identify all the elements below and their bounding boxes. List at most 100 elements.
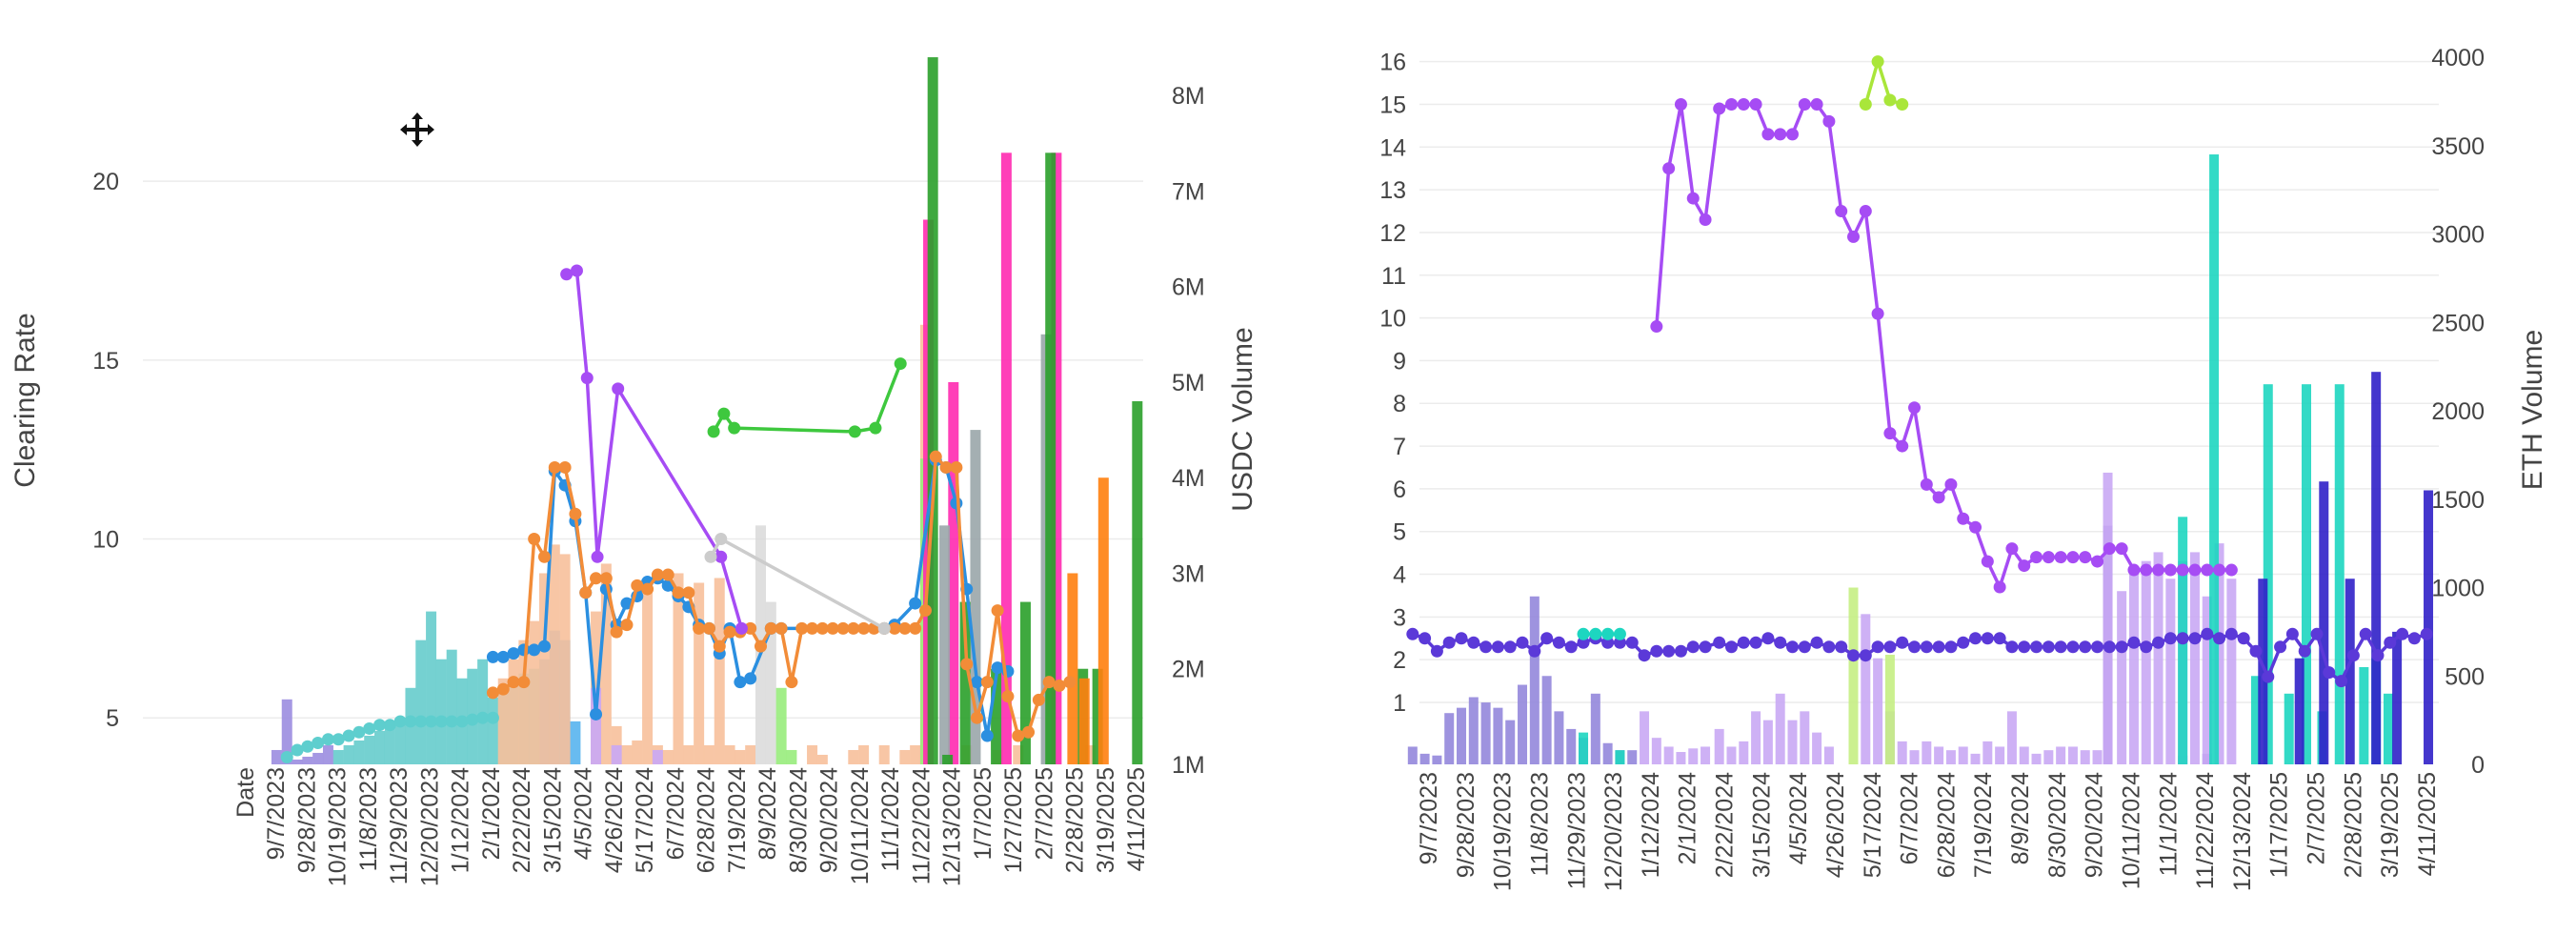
point-orange-line [744,621,757,635]
point-blue-line [980,729,994,742]
x-tick-label: 3/19/2025 [1093,767,1119,873]
bar-lavender [1812,732,1822,764]
point-purple-line [612,382,625,396]
point-violet-line [1883,427,1897,440]
point-indigo-line [2152,636,2165,649]
bar-turquoise [2250,676,2261,764]
point-indigo-line [2079,640,2092,654]
point-indigo-line [1810,636,1823,649]
bar-lavender [2226,579,2237,764]
point-blue-line [537,640,551,653]
point-indigo-line [2224,627,2238,640]
point-indigo-line [2054,640,2067,654]
x-tick-label: 10/11/2024 [847,767,874,884]
point-indigo-line [2285,627,2299,640]
bar-lavender [1995,746,2005,764]
x-tick-label: 10/19/2023 [325,767,352,886]
bar-lavender [591,687,602,764]
point-purple-line [591,550,604,563]
y-left-tick-label: 3 [1393,604,1406,631]
bar-slate-purple [1541,676,1552,764]
point-violet-line [2152,563,2165,577]
point-orange-line [950,460,963,474]
x-tick-label: 4/5/2024 [571,767,597,860]
point-indigo-line [2066,640,2080,654]
x-tick-label: 12/20/2023 [1600,772,1627,891]
point-orange-line [682,586,695,599]
y-right-tick-label: 8M [1172,83,1205,110]
point-lime-line [1883,93,1897,107]
point-gray-line [877,621,891,635]
y-right-tick-label: 3M [1172,560,1205,587]
bar-slate-purple [1505,720,1516,764]
bar-lavender [652,749,663,764]
bar-teal [426,611,437,764]
point-indigo-line [2188,632,2202,645]
point-orange-line [815,621,829,635]
point-blue-line [486,650,499,663]
point-violet-line [2140,563,2153,577]
bar-lime [1848,587,1859,764]
point-teal-line [476,711,490,724]
point-indigo-line [2420,627,2433,640]
bar-lavender [1751,711,1761,764]
point-lime-line [1896,97,1909,111]
bar-indigo [2319,481,2329,764]
point-violet-line [1713,102,1726,115]
x-tick-label: 9/20/2024 [816,767,843,873]
point-orange-line [702,621,715,635]
x-tick-label: 12/13/2024 [2229,772,2256,891]
bar-peach [600,563,612,764]
point-indigo-line [2274,640,2287,654]
point-indigo-line [1503,640,1517,654]
bar-peach [694,582,705,764]
bar-peach [1013,744,1024,764]
y-right-tick-label: 7M [1172,178,1205,205]
bar-green [927,57,938,765]
point-orange-line [537,550,551,563]
point-turquoise-line [1577,627,1590,640]
point-blue-line [496,650,510,663]
point-indigo-line [2042,640,2055,654]
x-tick-label: 1/7/2025 [970,767,996,860]
bar-peach [538,573,550,764]
x-tick-label: 9/28/2023 [293,767,320,873]
x-tick-label: 2/7/2025 [1031,767,1057,860]
y-left-tick-label: 5 [1393,519,1406,546]
bar-slate-purple [1432,755,1442,764]
bar-lavender [2117,591,2127,764]
point-violet-line [2163,563,2177,577]
x-tick-label: 9/7/2023 [1416,772,1442,864]
bar-lightgray [765,601,776,764]
bar-teal [343,744,354,764]
point-indigo-line [2346,649,2360,662]
bar-peach [703,744,714,764]
bar-peach [848,749,859,764]
point-blue-line [734,676,747,689]
bar-lavender [1787,720,1798,764]
x-tick-label: 5/17/2024 [1860,772,1886,878]
bar-lavender [1909,750,1920,764]
point-orange-line [1032,693,1045,706]
bar-lavender [2043,750,2054,764]
y-right-tick-label: 3000 [2431,222,2485,249]
bar-lavender [2080,750,2090,764]
x-tick-label: 2/7/2025 [2304,772,2330,864]
bar-lavender [2153,552,2163,764]
point-indigo-line [1883,640,1897,654]
x-tick-label: 2/28/2025 [1062,767,1089,873]
bar-lavender [1873,658,1883,764]
point-indigo-line [1737,636,1750,649]
point-indigo-line [1859,649,1872,662]
y-left-tick-label: 8 [1393,391,1406,417]
point-violet-line [1957,512,1970,525]
point-orange-line [569,507,582,520]
point-violet-line [1835,205,1848,218]
point-violet-line [1749,97,1762,111]
bar-indigo [2424,490,2434,764]
point-teal-line [301,740,314,753]
y-right-tick-label: 3500 [2431,133,2485,160]
point-violet-line [1981,555,1994,568]
move-icon[interactable] [398,111,436,149]
bar-purple [312,752,324,764]
